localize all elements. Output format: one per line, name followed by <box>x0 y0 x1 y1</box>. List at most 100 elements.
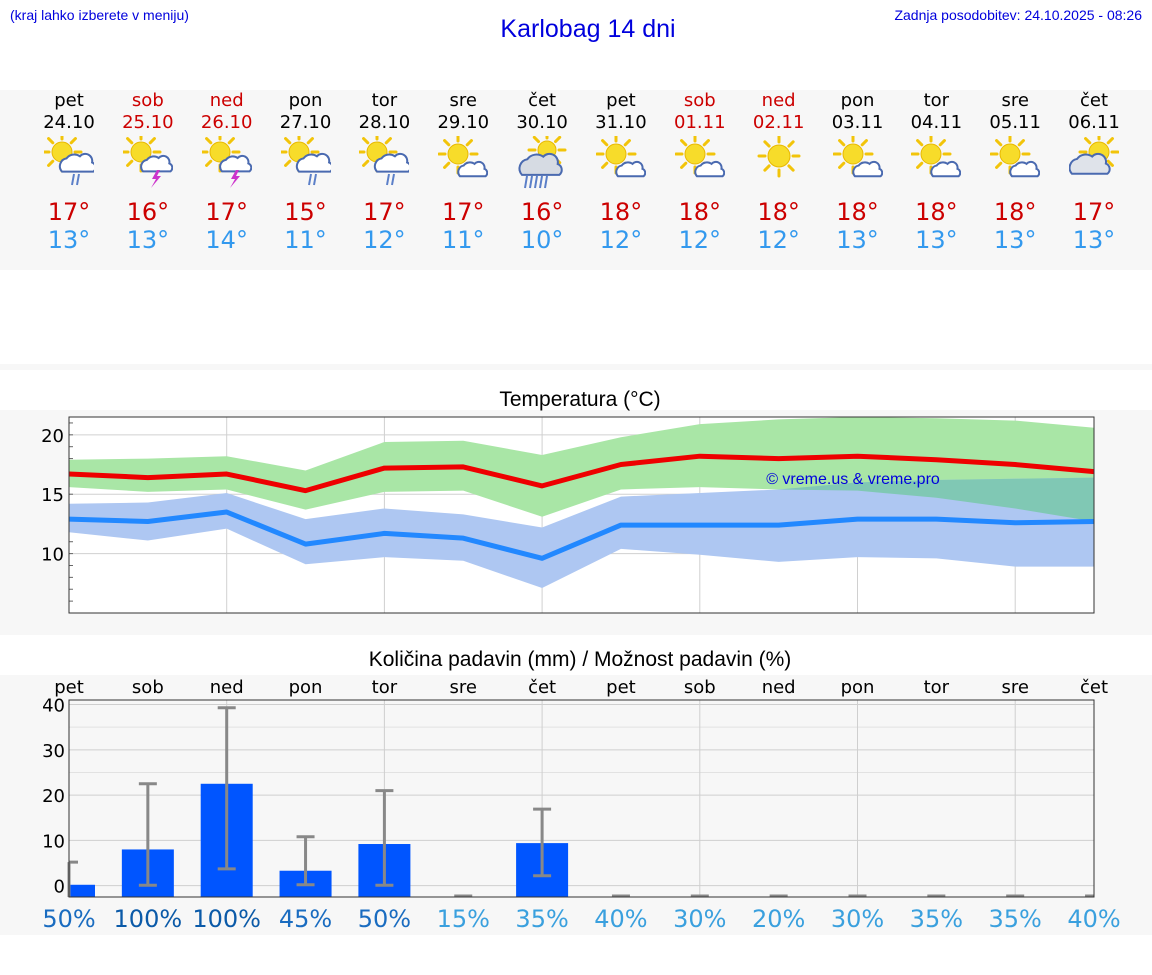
precipitation-chance: 40% <box>594 905 647 933</box>
sun-cloud-thunder-icon <box>122 136 173 188</box>
precipitation-chance: 50% <box>42 905 95 933</box>
min-temperature: 13° <box>47 226 91 254</box>
precipitation-chart: pet sob ned pon tor sre čet pet sob ned pon tor sre č… <box>42 677 1121 933</box>
rain-drop <box>524 175 529 189</box>
cloud-heavy-rain-icon <box>518 136 567 189</box>
day-date: 28.10 <box>358 112 411 133</box>
day-name: pet <box>54 90 84 111</box>
precipitation-chance: 35% <box>989 905 1042 933</box>
max-temperature: 18° <box>993 198 1037 226</box>
y-tick-label: 40 <box>42 696 65 717</box>
min-temperature: 11° <box>284 226 327 254</box>
day-name: sob <box>683 90 716 111</box>
rain-drop <box>386 173 391 186</box>
x-category-label: pet <box>606 677 636 698</box>
x-category-label: sob <box>684 677 716 698</box>
rain-drop <box>76 173 80 186</box>
min-temperature: 12° <box>678 226 722 254</box>
min-temperature-line <box>68 509 1095 561</box>
day-name: pon <box>288 90 323 111</box>
y-tick-label: 10 <box>41 545 64 566</box>
sun-shape <box>438 136 479 175</box>
max-temperature: 16° <box>520 198 564 226</box>
day-name: pet <box>606 90 636 111</box>
cloud-shape <box>930 160 962 178</box>
sun-small-cloud-icon <box>911 136 962 178</box>
precipitation-chance: 30% <box>831 905 884 933</box>
y-tick-label: 20 <box>42 786 65 807</box>
watermark: © vreme.us & vreme.pro <box>766 471 940 488</box>
x-category-label: ned <box>210 677 244 698</box>
cloud-shape <box>694 160 725 178</box>
y-tick-label: 15 <box>41 485 64 506</box>
error-bar <box>533 807 552 878</box>
day-date: 02.11 <box>752 112 805 133</box>
day-date: 27.10 <box>279 112 332 133</box>
cloud-shape <box>615 160 646 178</box>
precipitation-chance: 15% <box>437 905 490 933</box>
rain-drop <box>307 173 312 186</box>
sun-cloud-icon <box>1069 136 1120 175</box>
cloud-shape <box>140 154 173 173</box>
day-name: čet <box>528 90 557 111</box>
max-temperature: 18° <box>915 198 958 226</box>
precipitation-chance: 100% <box>192 905 261 933</box>
menu-hint: (kraj lahko izberete v meniju) <box>10 7 189 23</box>
min-temperature: 11° <box>441 226 485 254</box>
error-bar <box>217 706 236 871</box>
cloud-shape <box>218 154 252 173</box>
error-bar <box>296 835 315 887</box>
day-name: sob <box>131 90 164 111</box>
error-bar <box>375 789 394 887</box>
day-date: 26.10 <box>200 112 253 133</box>
cloud-shape <box>295 152 331 173</box>
cloud-shape <box>851 160 883 178</box>
max-temperature: 18° <box>757 198 800 226</box>
day-name: ned <box>209 90 244 111</box>
daily-forecast: pet 24.10 17° 13° sob 25.10 16° 13° ned 26.10 17° 1… <box>0 90 1152 270</box>
sun-shape <box>122 136 162 173</box>
max-temperature: 18° <box>599 198 643 226</box>
min-temperature: 12° <box>757 226 800 254</box>
day-name: tor <box>923 90 950 111</box>
cloud-shape <box>457 160 489 178</box>
day-name: tor <box>371 90 398 111</box>
max-temperature: 17° <box>441 198 485 226</box>
max-temperature: 16° <box>126 198 170 226</box>
sun-cloud-rain-icon <box>44 136 94 186</box>
sun-small-cloud-icon <box>832 136 883 178</box>
min-temperature: 14° <box>205 226 248 254</box>
x-category-label: sre <box>1001 677 1028 698</box>
max-temperature: 18° <box>678 198 722 226</box>
sun-small-cloud-icon <box>990 136 1041 178</box>
min-temperature: 13° <box>915 226 958 254</box>
max-temperature: 17° <box>1072 198 1116 226</box>
day-date: 29.10 <box>437 112 490 133</box>
y-tick-label: 30 <box>42 741 65 762</box>
day-date: 24.10 <box>43 112 95 133</box>
rain-drop <box>539 175 544 189</box>
cloud-shape <box>58 152 94 173</box>
day-name: sre <box>449 90 477 111</box>
day-date: 30.10 <box>516 112 568 133</box>
x-category-label: tor <box>372 677 398 698</box>
day-date: 05.11 <box>989 112 1041 133</box>
y-tick-label: 0 <box>54 877 65 898</box>
max-temperature-band <box>69 417 1095 522</box>
rain-drop <box>71 173 75 186</box>
precipitation-chance: 35% <box>910 905 963 933</box>
sun-cloud-rain-icon <box>359 136 410 186</box>
day-date: 25.10 <box>122 112 174 133</box>
lightning-bolt <box>150 170 161 188</box>
cloud-shape <box>1069 152 1111 175</box>
y-tick-label: 10 <box>42 831 65 852</box>
min-temperature: 13° <box>126 226 170 254</box>
max-temperature-line <box>68 453 1095 494</box>
x-category-label: sob <box>132 677 164 698</box>
max-temperature: 15° <box>284 198 327 226</box>
day-date: 03.11 <box>831 112 884 133</box>
temperature-chart-title: Temperatura (°C) <box>499 388 661 411</box>
min-temperature-band <box>69 477 1095 589</box>
day-date: 06.11 <box>1068 112 1120 133</box>
x-category-label: tor <box>924 677 950 698</box>
